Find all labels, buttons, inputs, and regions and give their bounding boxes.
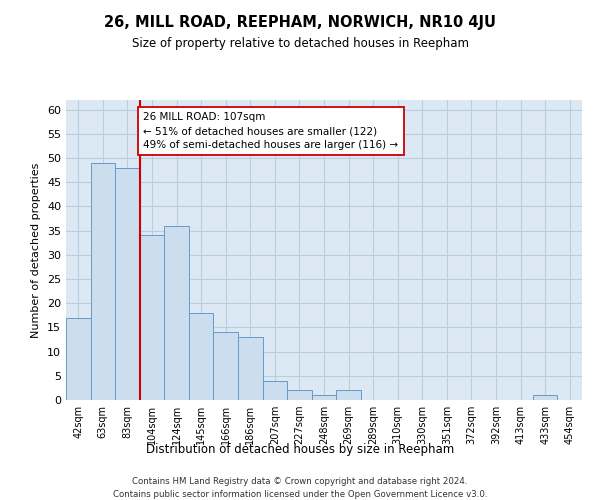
Text: Contains public sector information licensed under the Open Government Licence v3: Contains public sector information licen… [113, 490, 487, 499]
Bar [238, 337, 263, 400]
Bar [140, 236, 164, 400]
Bar [214, 332, 238, 400]
Bar [66, 318, 91, 400]
Text: Distribution of detached houses by size in Reepham: Distribution of detached houses by size … [146, 442, 454, 456]
Bar [91, 163, 115, 400]
Bar [312, 395, 336, 400]
Bar [189, 313, 214, 400]
Text: 26 MILL ROAD: 107sqm
← 51% of detached houses are smaller (122)
49% of semi-deta: 26 MILL ROAD: 107sqm ← 51% of detached h… [143, 112, 398, 150]
Y-axis label: Number of detached properties: Number of detached properties [31, 162, 41, 338]
Bar [164, 226, 189, 400]
Bar [336, 390, 361, 400]
Bar [115, 168, 140, 400]
Bar [287, 390, 312, 400]
Text: 26, MILL ROAD, REEPHAM, NORWICH, NR10 4JU: 26, MILL ROAD, REEPHAM, NORWICH, NR10 4J… [104, 15, 496, 30]
Text: Contains HM Land Registry data © Crown copyright and database right 2024.: Contains HM Land Registry data © Crown c… [132, 478, 468, 486]
Bar [263, 380, 287, 400]
Bar [533, 395, 557, 400]
Text: Size of property relative to detached houses in Reepham: Size of property relative to detached ho… [131, 38, 469, 51]
